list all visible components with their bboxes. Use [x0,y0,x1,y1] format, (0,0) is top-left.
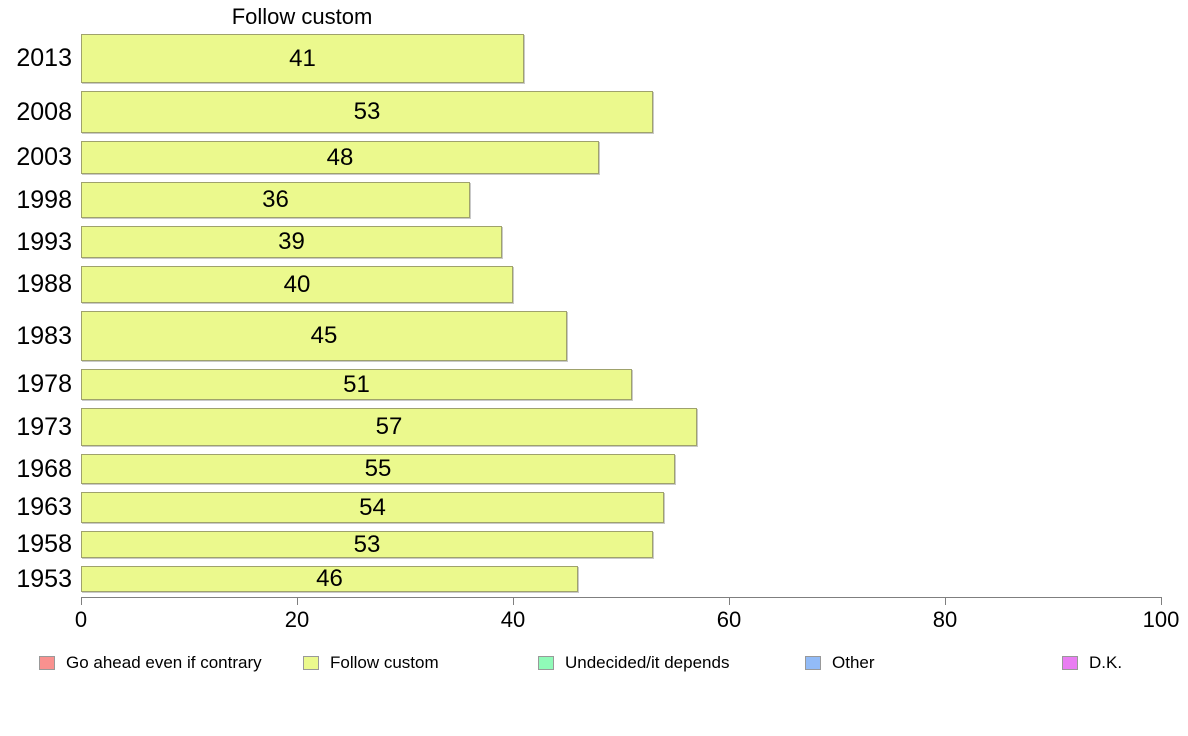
bar: 48 [81,141,599,174]
x-axis-tick-label: 100 [1142,607,1180,632]
bar-value-label: 51 [343,370,370,398]
y-axis-label: 1953 [16,564,72,593]
bar-value-label: 39 [278,228,305,255]
legend-item: Go ahead even if contrary [39,650,262,676]
legend-item: D.K. [1062,650,1122,676]
bar-value-label: 46 [316,565,343,592]
y-axis-label: 2008 [16,97,72,126]
bar: 45 [81,311,567,361]
legend-label: Other [832,653,875,672]
legend-swatch-icon [1062,656,1078,670]
x-axis-tick-label: 60 [716,607,742,632]
bar: 51 [81,369,632,400]
bar-value-label: 53 [353,98,381,125]
y-axis-label: 1988 [16,270,72,298]
y-axis-label: 1958 [16,530,72,558]
legend-label: Undecided/it depends [565,653,730,672]
y-axis-label: 1983 [16,321,72,350]
x-axis-tick [297,597,298,605]
legend: Go ahead even if contrary Follow custom Un… [0,650,1188,676]
x-axis-tick [81,597,82,605]
x-axis-tick-label: 20 [284,607,310,632]
x-axis-tick [1161,597,1162,605]
y-axis-label: 1978 [16,370,72,398]
y-axis-label: 2013 [16,44,72,72]
bar: 36 [81,182,470,218]
chart-title: Follow custom [231,4,373,29]
legend-label: Follow custom [330,653,439,672]
bar: 53 [81,531,653,558]
y-axis-label: 2003 [16,143,72,171]
bar: 40 [81,266,513,303]
bar: 54 [81,492,664,523]
legend-item: Follow custom [303,650,439,676]
y-axis-label: 1973 [16,412,72,441]
bar: 53 [81,91,653,133]
legend-swatch-icon [303,656,319,670]
legend-swatch-icon [39,656,55,670]
bar-value-label: 45 [310,322,338,349]
x-axis-tick-label: 80 [932,607,958,632]
bar-value-label: 53 [353,530,381,558]
legend-label: D.K. [1089,653,1123,672]
x-axis-tick-label: 0 [74,607,88,632]
bar: 41 [81,34,524,83]
bar: 46 [81,565,578,592]
legend-item: Undecided/it depends [538,650,729,676]
bar-value-label: 54 [359,493,386,521]
bar-value-label: 36 [262,186,289,213]
y-axis-label: 1963 [16,493,72,521]
x-axis-tick [729,597,730,605]
x-axis-line [81,597,1162,598]
bar-value-label: 41 [289,44,316,72]
x-axis-tick [945,597,946,605]
bar: 39 [81,226,502,258]
bar-value-label: 57 [375,413,403,440]
bar-value-label: 48 [326,143,354,171]
y-axis-label: 1993 [16,227,72,256]
y-axis-label: 1968 [16,454,72,483]
legend-label: Go ahead even if contrary [66,653,262,672]
bar-value-label: 55 [364,455,392,482]
legend-swatch-icon [538,656,554,670]
legend-item: Other [805,650,875,676]
y-axis-label: 1998 [16,185,72,214]
bar: 55 [81,454,675,484]
x-axis-tick-label: 40 [500,607,526,632]
bar-value-label: 40 [283,270,311,298]
legend-swatch-icon [805,656,821,670]
bar: 57 [81,408,697,446]
x-axis-tick [513,597,514,605]
